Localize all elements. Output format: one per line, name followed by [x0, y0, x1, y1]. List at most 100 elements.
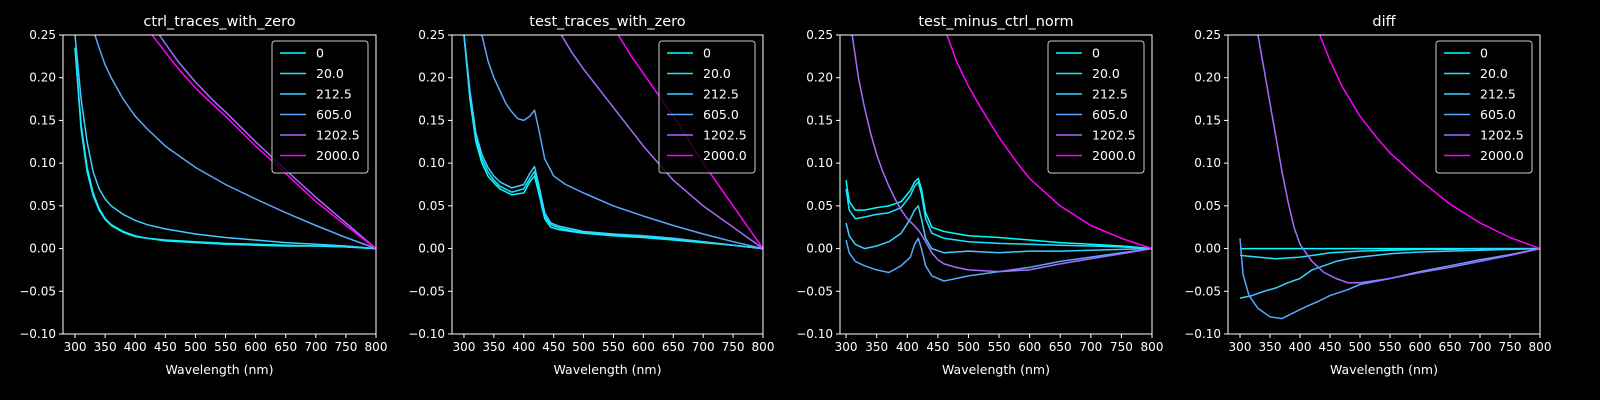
chart-title: test_minus_ctrl_norm	[918, 14, 1073, 30]
y-tick-label: −0.10	[1184, 327, 1221, 341]
legend-entry: 605.0	[316, 107, 352, 122]
x-tick-label: 750	[1499, 340, 1522, 354]
x-tick-label: 450	[542, 340, 565, 354]
x-tick-label: 450	[926, 340, 949, 354]
y-tick-label: 0.25	[806, 28, 833, 42]
legend-entry: 1202.5	[703, 128, 747, 143]
x-tick-label: 800	[1529, 340, 1552, 354]
x-tick-label: 350	[1259, 340, 1282, 354]
y-tick-label: 0.05	[29, 199, 56, 213]
legend: 0 20.0 212.5 605.0 1202.5 2000.0	[1435, 40, 1533, 174]
legend-entry: 0	[703, 46, 711, 61]
legend-entry: 20.0	[1092, 66, 1120, 81]
chart-panel-4: 300 350 400 450 500 550 600 650 700 750 800 −0.10 −0…	[1184, 14, 1551, 377]
x-tick-label: 400	[124, 340, 147, 354]
x-tick-label: 750	[334, 340, 357, 354]
y-tick-label: 0.20	[1194, 71, 1221, 85]
x-tick-label: 650	[274, 340, 297, 354]
x-tick-label: 500	[572, 340, 595, 354]
chart-panel-2: 300 350 400 450 500 550 600 650 700 750 800 −0.10 −0…	[408, 14, 774, 377]
y-tick-label: 0.00	[418, 242, 445, 256]
x-tick-label: 450	[154, 340, 177, 354]
x-tick-label: 800	[365, 340, 388, 354]
x-tick-label: 300	[1229, 340, 1252, 354]
x-axis-label: Wavelength (nm)	[942, 362, 1050, 377]
chart-panel-3: 300 350 400 450 500 550 600 650 700 750 800 −0.10 −0…	[796, 14, 1163, 377]
x-tick-label: 400	[896, 340, 919, 354]
series-lines	[74, 35, 376, 250]
chart-panel-1: 300 350 400 450 500 550 600 650 700 750 800 −0.10 −0…	[19, 14, 387, 377]
legend: 0 20.0 212.5 605.0 1202.5 2000.0	[658, 40, 756, 174]
x-tick-label: 700	[692, 340, 715, 354]
series-line-605-0	[481, 35, 763, 250]
legend: 0 20.0 212.5 605.0 1202.5 2000.0	[1047, 40, 1145, 174]
x-tick-label: 750	[1110, 340, 1133, 354]
series-line-212-5	[74, 35, 376, 250]
legend-entry: 605.0	[703, 107, 739, 122]
series-line-605-0	[1239, 238, 1540, 320]
x-axis-label: Wavelength (nm)	[166, 362, 274, 377]
series-line-212-5	[463, 35, 763, 250]
legend-entry: 20.0	[1480, 66, 1508, 81]
legend-entry: 1202.5	[316, 128, 360, 143]
y-tick-label: 0.15	[1194, 113, 1221, 127]
legend-entry: 20.0	[703, 66, 731, 81]
legend-entry: 212.5	[1092, 87, 1128, 102]
legend-entry: 0	[1092, 46, 1100, 61]
y-tick-label: −0.10	[19, 327, 56, 341]
axes-frame	[1227, 34, 1541, 335]
x-tick-label: 550	[214, 340, 237, 354]
legend-entry: 212.5	[1480, 87, 1516, 102]
legend-entry: 212.5	[316, 87, 352, 102]
y-tick-label: −0.05	[796, 284, 833, 298]
y-tick-label: 0.20	[418, 71, 445, 85]
x-tick-label: 500	[957, 340, 980, 354]
x-tick-label: 450	[1319, 340, 1342, 354]
series-lines	[1239, 35, 1540, 320]
y-tick-label: 0.15	[418, 113, 445, 127]
legend-entry: 2000.0	[316, 148, 360, 163]
y-tick-label: 0.10	[806, 156, 833, 170]
legend-entry: 605.0	[1092, 107, 1128, 122]
x-axis-label: Wavelength (nm)	[1330, 362, 1438, 377]
x-tick-label: 350	[865, 340, 888, 354]
y-tick-label: −0.05	[408, 284, 445, 298]
x-axis-label: Wavelength (nm)	[554, 362, 662, 377]
series-line-1202-5	[851, 35, 1152, 273]
x-tick-label: 550	[602, 340, 625, 354]
series-line-2000-0	[1319, 35, 1540, 250]
legend-entry: 212.5	[703, 87, 739, 102]
x-tick-label: 800	[752, 340, 775, 354]
y-tick-label: 0.25	[418, 28, 445, 42]
legend: 0 20.0 212.5 605.0 1202.5 2000.0	[271, 40, 369, 174]
y-tick-label: 0.15	[806, 113, 833, 127]
series-line-20-0	[74, 47, 376, 250]
series-line-20-0	[845, 181, 1152, 250]
legend-entry: 1202.5	[1480, 128, 1524, 143]
legend-entry: 2000.0	[703, 148, 747, 163]
series-line-20-0	[1239, 247, 1540, 260]
series-line-1202-5	[158, 35, 376, 250]
y-tick-label: −0.05	[19, 284, 56, 298]
y-tick-label: 0.15	[29, 113, 56, 127]
series-lines	[845, 35, 1152, 282]
series-line-212-5	[1239, 247, 1540, 299]
x-tick-label: 700	[304, 340, 327, 354]
x-tick-label: 600	[632, 340, 655, 354]
chart-title: test_traces_with_zero	[529, 14, 686, 30]
y-tick-label: 0.00	[1194, 242, 1221, 256]
x-tick-label: 700	[1079, 340, 1102, 354]
y-tick-label: 0.10	[29, 156, 56, 170]
x-tick-label: 650	[1439, 340, 1462, 354]
x-tick-label: 650	[1049, 340, 1072, 354]
y-tick-label: −0.10	[796, 327, 833, 341]
y-tick-label: 0.20	[806, 71, 833, 85]
legend-entry: 0	[1480, 46, 1488, 61]
legend-entry: 2000.0	[1092, 148, 1136, 163]
x-tick-label: 650	[662, 340, 685, 354]
chart-title: ctrl_traces_with_zero	[143, 14, 295, 30]
series-line-605-0	[94, 35, 376, 250]
x-tick-label: 300	[835, 340, 858, 354]
y-tick-label: 0.25	[29, 28, 56, 42]
